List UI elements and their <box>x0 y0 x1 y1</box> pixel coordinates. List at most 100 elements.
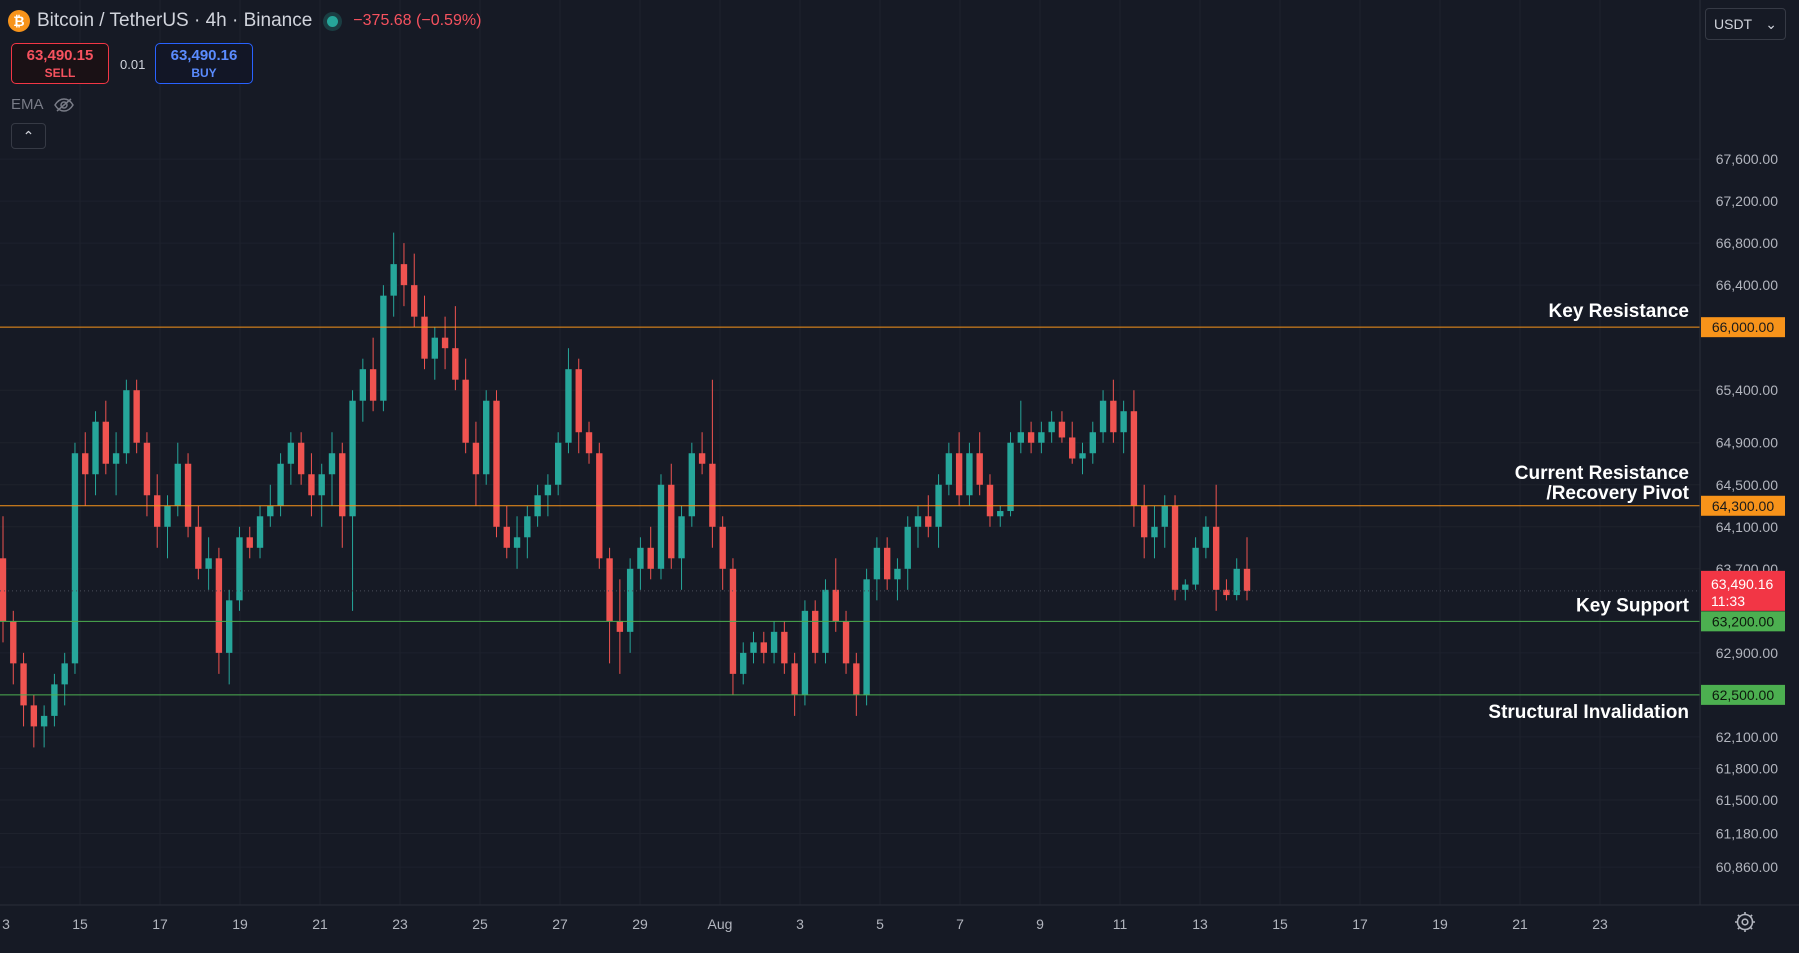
time-axis[interactable] <box>0 905 1700 948</box>
collapse-legend-button[interactable]: ⌃ <box>11 123 46 149</box>
candle <box>503 505 510 559</box>
candle <box>750 631 757 664</box>
candle <box>1038 421 1045 454</box>
candle <box>256 505 264 559</box>
candle <box>20 652 27 727</box>
candle-body <box>1223 589 1230 596</box>
candle <box>483 390 490 485</box>
level-tag-text: 63,200.00 <box>1712 613 1774 629</box>
candle <box>369 337 377 412</box>
candle <box>832 558 839 632</box>
candle-body <box>1058 421 1066 438</box>
candle <box>308 453 315 517</box>
candle-body <box>1182 584 1189 590</box>
candle <box>647 526 654 580</box>
candle-body <box>565 369 572 443</box>
candle-body <box>812 610 819 653</box>
price-tick: 62,900.00 <box>1716 645 1778 661</box>
indicator-ema[interactable]: EMA <box>11 96 74 113</box>
eye-off-icon[interactable] <box>53 97 74 113</box>
chevron-down-icon: ⌄ <box>1765 15 1777 32</box>
candle-body <box>411 285 418 317</box>
level-label: Structural Invalidation <box>1488 702 1689 723</box>
candle-body <box>894 568 901 580</box>
candle <box>1223 579 1230 601</box>
candle-body <box>873 547 881 580</box>
time-tick: 11 <box>1113 916 1128 932</box>
time-tick: 19 <box>1432 916 1448 932</box>
candle <box>914 505 922 548</box>
candle <box>842 610 850 674</box>
candle <box>1099 390 1107 443</box>
candle-body <box>832 589 839 622</box>
candle-body <box>318 474 325 496</box>
candle-body <box>1212 526 1220 590</box>
symbol-title[interactable]: Bitcoin / TetherUS · 4h · Binance <box>37 10 313 31</box>
candle <box>164 495 171 559</box>
buy-button[interactable]: 63,490.16 BUY <box>155 43 253 84</box>
candle <box>174 442 181 517</box>
candle <box>1212 484 1220 611</box>
currency-select[interactable]: USDT ⌄ <box>1705 8 1786 40</box>
candle-body <box>1017 432 1025 443</box>
candle-body <box>688 453 696 517</box>
candle-body <box>750 642 757 653</box>
candle-body <box>986 484 994 517</box>
price-axis[interactable] <box>1700 0 1799 905</box>
candle-body <box>369 369 377 401</box>
level-tag <box>1701 684 1785 705</box>
candle <box>1048 411 1055 443</box>
spread-value: 0.01 <box>120 57 146 72</box>
candle <box>781 621 788 674</box>
candle-body <box>328 453 336 475</box>
candle <box>472 421 480 506</box>
gear-icon[interactable] <box>1733 910 1757 934</box>
currency-value: USDT <box>1714 16 1753 32</box>
candle <box>513 516 521 569</box>
candle <box>154 474 161 548</box>
candle <box>287 432 295 485</box>
candle-body <box>133 390 140 443</box>
candle <box>215 547 223 674</box>
candle <box>71 442 79 674</box>
candle <box>955 432 963 506</box>
candle-body <box>770 631 778 653</box>
candle <box>801 600 809 706</box>
candle-body <box>195 526 202 569</box>
candle <box>431 327 438 380</box>
candle-body <box>853 663 860 695</box>
candle <box>1151 505 1158 559</box>
candle <box>318 463 325 527</box>
time-tick: 25 <box>472 916 488 932</box>
level-tag-text: 66,000.00 <box>1712 319 1774 335</box>
candle-body <box>1110 400 1117 433</box>
price-tick: 60,860.00 <box>1716 859 1778 875</box>
candle-body <box>1243 568 1251 591</box>
candle-body <box>287 442 295 464</box>
price-axis-labels: 60,860.00 61,180.00 61,500.00 61,800.00 62,1… <box>1716 151 1778 875</box>
level-label: Key Resistance <box>1549 301 1689 322</box>
candle <box>626 558 634 653</box>
candle-body <box>483 400 490 475</box>
candle <box>400 243 408 307</box>
candle <box>873 537 881 601</box>
time-tick: 15 <box>1272 916 1288 932</box>
time-tick: 19 <box>232 916 248 932</box>
candle-body <box>791 663 798 695</box>
candle-body <box>904 526 911 569</box>
candle-body <box>493 400 500 527</box>
price-tick: 61,500.00 <box>1716 792 1778 808</box>
candle-body <box>349 400 356 517</box>
candle-body <box>30 705 38 727</box>
candle-body <box>1079 453 1086 459</box>
candle-body <box>524 516 531 538</box>
candle-body <box>380 295 387 401</box>
sell-button[interactable]: 63,490.15 SELL <box>11 43 109 84</box>
indicator-label: EMA <box>11 96 44 113</box>
price-tick: 66,800.00 <box>1716 235 1778 251</box>
symbol-header[interactable]: ₿ Bitcoin / TetherUS · 4h · Binance −375… <box>8 10 481 32</box>
candle-body <box>1151 526 1158 538</box>
candle-body <box>61 663 68 685</box>
